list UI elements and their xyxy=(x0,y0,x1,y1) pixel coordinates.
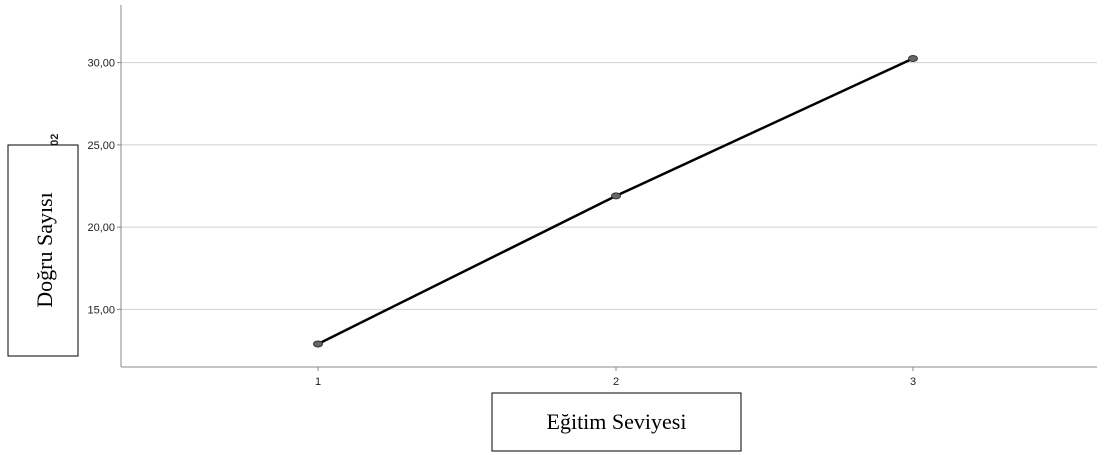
y-tick-label: 15,00 xyxy=(87,304,115,316)
x-tick-label: 1 xyxy=(315,376,321,388)
y-tick-label: 30,00 xyxy=(87,58,115,70)
y-tick-label: 25,00 xyxy=(87,140,115,152)
grid-lines xyxy=(117,62,1097,310)
y-axis-title: Doğru Sayısı xyxy=(32,192,57,308)
series-line xyxy=(316,57,915,346)
x-tick-label: 3 xyxy=(910,376,916,388)
x-tick-label: 2 xyxy=(613,376,619,388)
data-point xyxy=(908,54,918,62)
x-axis-title-box xyxy=(491,392,742,452)
y-axis-title-box xyxy=(7,144,79,357)
x-axis-title: Eğitim Seviyesi xyxy=(547,409,687,434)
x-tick-labels: 1 2 3 xyxy=(315,367,916,388)
data-point xyxy=(611,192,621,200)
series-group xyxy=(313,54,918,348)
y-tick-label: 20,00 xyxy=(87,222,115,234)
y-tick-labels: 15,00 20,00 25,00 30,00 xyxy=(87,58,115,317)
data-point xyxy=(313,340,323,348)
